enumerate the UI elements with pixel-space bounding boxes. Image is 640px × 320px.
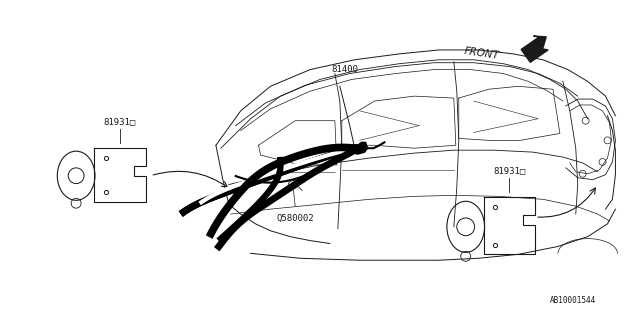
Text: 81931□: 81931□	[493, 167, 525, 176]
Text: 81931□: 81931□	[104, 117, 136, 127]
Text: AB10001544: AB10001544	[550, 296, 596, 305]
Polygon shape	[348, 142, 367, 154]
Text: FRONT: FRONT	[464, 46, 500, 61]
Text: Q580002: Q580002	[276, 214, 314, 223]
Polygon shape	[521, 36, 548, 62]
Text: 81400: 81400	[332, 65, 358, 74]
